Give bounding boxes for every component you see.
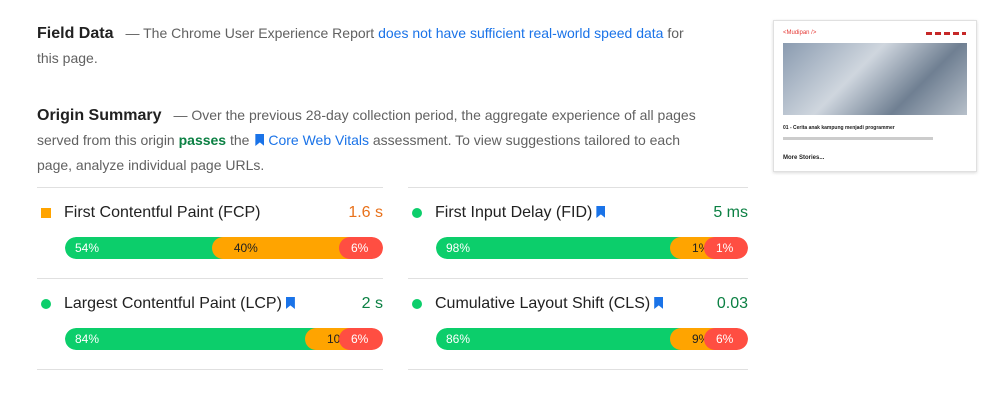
metric-header: Cumulative Layout Shift (CLS) 0.03 xyxy=(408,294,748,314)
segment-label: 6% xyxy=(351,332,369,346)
post-title: 01 - Cerita anak kampung menjadi program… xyxy=(783,125,895,131)
segment-label: 84% xyxy=(75,332,100,346)
distribution-segment: 1% xyxy=(704,237,748,259)
distribution-segment: 86% xyxy=(436,328,692,350)
bookmark-icon xyxy=(255,134,265,146)
nav xyxy=(926,32,966,35)
metric-name: First Contentful Paint (FCP) xyxy=(64,204,261,221)
metric-value: 2 s xyxy=(361,295,383,312)
metric-value: 5 ms xyxy=(713,204,748,221)
excerpt xyxy=(783,137,933,140)
metric-name: First Input Delay (FID) xyxy=(435,203,609,223)
segment-label: 1% xyxy=(716,241,734,255)
segment-label: 6% xyxy=(716,332,734,346)
distribution-segment: 54% xyxy=(65,237,234,259)
text: — The Chrome User Experience Report xyxy=(125,25,379,41)
bookmark-icon xyxy=(596,206,606,218)
field-data: Field Data — The Chrome User Experience R… xyxy=(37,21,697,71)
status: passes xyxy=(178,132,227,148)
segment-label: 98% xyxy=(446,241,471,255)
bookmark-icon xyxy=(654,297,664,309)
status-marker xyxy=(412,299,422,309)
distribution-bar: 86% 9% 6% xyxy=(436,328,748,350)
distribution-segment: 6% xyxy=(339,328,383,350)
distribution-segment: 40% xyxy=(211,237,361,259)
metric-header: First Contentful Paint (FCP) 1.6 s xyxy=(37,203,383,223)
link[interactable]: does not have sufficient real-world spee… xyxy=(378,25,664,41)
status-marker xyxy=(41,299,51,309)
segment-label: 86% xyxy=(446,332,471,346)
text: the xyxy=(226,132,254,148)
metric-value: 0.03 xyxy=(716,295,748,312)
photo xyxy=(783,43,967,115)
status-marker xyxy=(41,208,51,218)
distribution-bar: 54% 40% 6% xyxy=(65,237,383,259)
more-stories: More Stories... xyxy=(783,155,825,161)
metric: Largest Contentful Paint (LCP) 2 s 84%10%6… xyxy=(37,278,383,370)
distribution-segment: 6% xyxy=(339,237,383,259)
section-title: Origin Summary xyxy=(37,107,162,124)
metric: Cumulative Layout Shift (CLS) 0.03 86% 9% 6% xyxy=(408,278,748,370)
metric-value: 1.6 s xyxy=(348,204,383,221)
metric: First Input Delay (FID) 5 ms 98% 1% 1% xyxy=(408,187,748,278)
distribution-segment: 84% xyxy=(65,328,327,350)
metric-header: First Input Delay (FID) 5 ms xyxy=(408,203,748,223)
distribution-segment: 6% xyxy=(704,328,748,350)
distribution-bar: 84%10%6% xyxy=(65,328,383,350)
distribution-segment: 98% xyxy=(436,237,692,259)
status-marker xyxy=(412,208,422,218)
link-text: Core Web Vitals xyxy=(268,132,369,148)
distribution-bar: 98% 1% 1% xyxy=(436,237,748,259)
section-title: Field Data xyxy=(37,25,114,42)
segment-label: 40% xyxy=(233,241,258,255)
segment-label: 54% xyxy=(75,241,100,255)
text: assessment. To view suggestions tailored… xyxy=(37,132,681,173)
metric-header: Largest Contentful Paint (LCP) 2 s xyxy=(37,294,383,314)
metrics: First Contentful Paint (FCP) 1.6 s 54% 40% 6… xyxy=(37,187,748,370)
metric: First Contentful Paint (FCP) 1.6 s 54% 40% 6… xyxy=(37,187,383,278)
metric-name: Cumulative Layout Shift (CLS) xyxy=(435,294,667,314)
metric-name: Largest Contentful Paint (LCP) xyxy=(64,294,299,314)
origin-summary: Origin Summary — Over the previous 28-day… xyxy=(37,103,697,178)
bookmark-icon xyxy=(285,297,295,309)
segment-label: 6% xyxy=(351,241,369,255)
link[interactable]: Core Web Vitals xyxy=(253,132,369,148)
screenshot-thumbnail: <Mudipan /> 01 - Cerita anak kampung men… xyxy=(773,20,977,172)
text: — Over the previous 28-day collection pe… xyxy=(37,107,696,148)
logo: <Mudipan /> xyxy=(783,30,817,36)
text: for this page. xyxy=(37,25,684,66)
